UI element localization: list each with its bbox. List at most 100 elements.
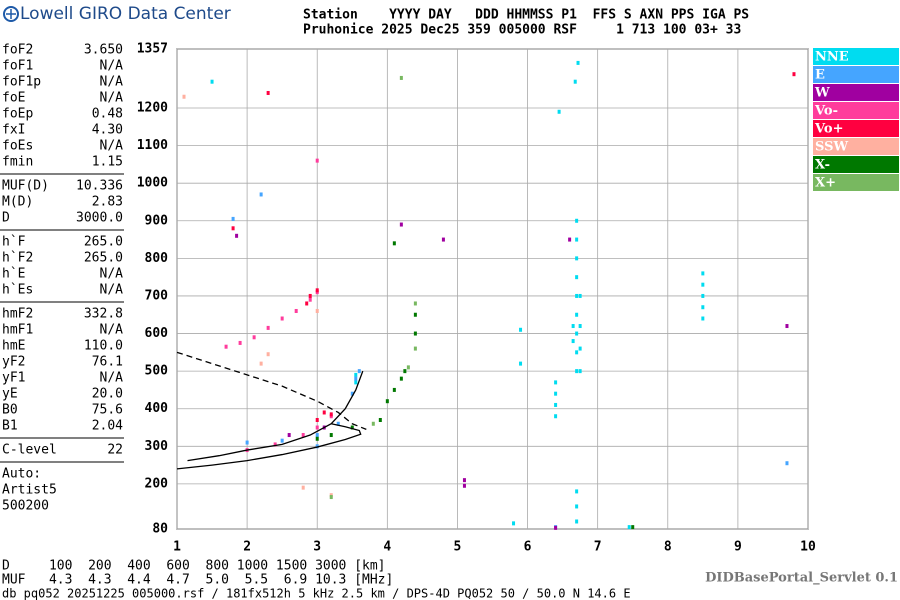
param-name: C-level bbox=[2, 443, 57, 458]
echo-point bbox=[554, 414, 558, 419]
param-value: 265.0 bbox=[84, 235, 123, 250]
y-tick-label: 600 bbox=[145, 326, 169, 341]
x-tick-label: 8 bbox=[664, 540, 672, 555]
param-name: yF1 bbox=[2, 371, 25, 386]
echo-point bbox=[385, 399, 389, 404]
echo-point bbox=[238, 340, 242, 345]
param-value: 2.83 bbox=[92, 195, 123, 210]
param-name: yE bbox=[2, 387, 18, 402]
echo-point bbox=[575, 237, 579, 242]
echo-point bbox=[578, 324, 582, 329]
param-name: foEs bbox=[2, 139, 33, 154]
echo-point bbox=[392, 387, 396, 392]
param-name: foEp bbox=[2, 107, 33, 122]
param-name: h`E bbox=[2, 267, 25, 282]
echo-point bbox=[350, 391, 354, 396]
echo-point bbox=[573, 79, 577, 84]
param-name: h`Es bbox=[2, 283, 33, 298]
echo-point bbox=[392, 241, 396, 246]
echo-point bbox=[575, 504, 579, 509]
echo-point bbox=[259, 361, 263, 366]
param-name: foF1 bbox=[2, 59, 33, 74]
legend-swatch bbox=[813, 102, 899, 119]
y-tick-label: 1357 bbox=[137, 42, 168, 57]
echo-point bbox=[631, 525, 635, 530]
x-tick-label: 5 bbox=[454, 540, 462, 555]
echo-point bbox=[575, 218, 579, 223]
autoscale-text: 500200 bbox=[2, 499, 49, 514]
echo-point bbox=[231, 226, 235, 231]
param-name: foF2 bbox=[2, 43, 33, 58]
echo-point bbox=[578, 346, 582, 351]
param-name: yF2 bbox=[2, 355, 25, 370]
param-name: B1 bbox=[2, 419, 18, 434]
param-value: 4.30 bbox=[92, 123, 123, 138]
echo-point bbox=[627, 525, 631, 530]
legend-swatch bbox=[813, 138, 899, 155]
echo-point bbox=[462, 483, 466, 488]
param-name: fxI bbox=[2, 123, 25, 138]
echo-point bbox=[182, 94, 186, 99]
echo-point bbox=[519, 361, 523, 366]
param-value: N/A bbox=[100, 91, 124, 106]
echo-point bbox=[315, 444, 319, 449]
y-tick-label: 80 bbox=[152, 522, 168, 537]
echo-point bbox=[701, 282, 705, 287]
echo-point bbox=[315, 433, 319, 438]
param-value: N/A bbox=[100, 75, 124, 90]
param-value: N/A bbox=[100, 283, 124, 298]
echo-point bbox=[354, 372, 358, 377]
echo-point bbox=[701, 316, 705, 321]
param-value: 20.0 bbox=[92, 387, 123, 402]
echo-point bbox=[315, 288, 319, 293]
legend-swatch bbox=[813, 120, 899, 137]
echo-point bbox=[378, 417, 382, 422]
echo-point bbox=[575, 519, 579, 524]
x-tick-label: 6 bbox=[524, 540, 532, 555]
param-value: 10.336 bbox=[76, 179, 123, 194]
echo-point bbox=[329, 412, 333, 417]
autoscale-text: Artist5 bbox=[2, 483, 57, 498]
legend-label: X- bbox=[815, 158, 830, 173]
echo-point bbox=[399, 222, 403, 227]
echo-point bbox=[575, 489, 579, 494]
echo-point bbox=[280, 438, 284, 443]
echo-point bbox=[519, 327, 523, 332]
legend-swatch bbox=[813, 156, 899, 173]
legend-label: NNE bbox=[815, 50, 849, 65]
param-value: 75.6 bbox=[92, 403, 123, 418]
y-tick-label: 500 bbox=[145, 364, 169, 379]
y-tick-label: 300 bbox=[145, 439, 169, 454]
param-value: 3000.0 bbox=[76, 211, 123, 226]
x-tick-label: 7 bbox=[594, 540, 602, 555]
echo-point bbox=[701, 305, 705, 310]
y-tick-label: 200 bbox=[145, 476, 169, 491]
param-value: 76.1 bbox=[92, 355, 123, 370]
param-value: N/A bbox=[100, 371, 124, 386]
echo-point bbox=[413, 331, 417, 336]
echo-point bbox=[578, 369, 582, 374]
echo-point bbox=[357, 369, 361, 374]
echo-point bbox=[568, 237, 572, 242]
legend-label: Vo- bbox=[814, 104, 838, 119]
param-name: foF1p bbox=[2, 75, 41, 90]
param-value: N/A bbox=[100, 267, 124, 282]
param-value: N/A bbox=[100, 323, 124, 338]
param-name: D bbox=[2, 211, 10, 226]
profile-curve bbox=[176, 423, 362, 470]
header-values: Pruhonice 2025 Dec25 359 005000 RSF 1 71… bbox=[303, 23, 741, 38]
param-name: B0 bbox=[2, 403, 18, 418]
param-value: N/A bbox=[100, 139, 124, 154]
servlet: DIDBasePortal_Servlet 0.1 bbox=[705, 571, 898, 586]
echo-point bbox=[575, 312, 579, 317]
echo-point bbox=[224, 344, 228, 349]
echo-point bbox=[792, 72, 796, 77]
legend-label: E bbox=[815, 68, 825, 83]
param-name: M(D) bbox=[2, 195, 33, 210]
echo-point bbox=[231, 216, 235, 221]
echo-point bbox=[413, 301, 417, 306]
param-value: 265.0 bbox=[84, 251, 123, 266]
param-value: 3.650 bbox=[84, 43, 123, 58]
echo-point bbox=[235, 233, 239, 238]
